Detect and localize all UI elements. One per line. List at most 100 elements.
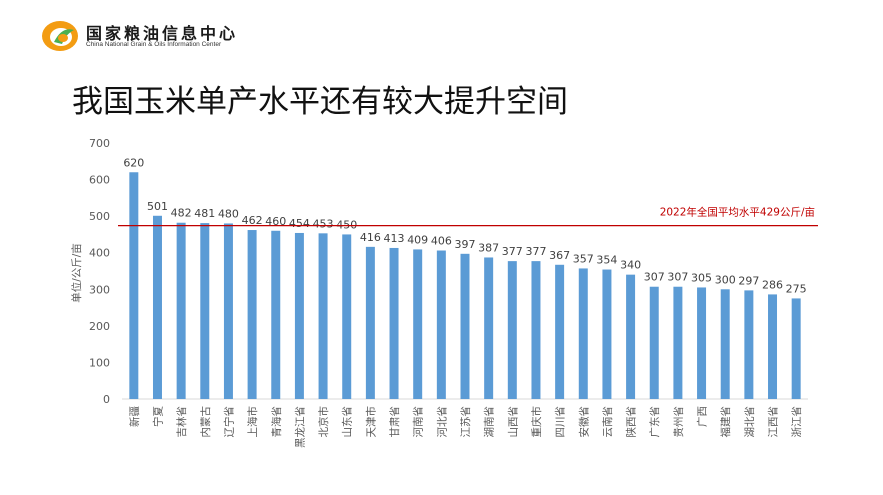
data-label: 450	[336, 218, 357, 231]
data-label: 413	[384, 232, 405, 245]
bar	[365, 246, 375, 399]
category-label: 河南省	[412, 406, 425, 438]
logo: 国家粮油信息中心 China National Grain & Oils Inf…	[40, 18, 270, 54]
category-label: 福建省	[719, 406, 732, 438]
data-label: 297	[738, 274, 759, 287]
y-tick-label: 700	[89, 137, 110, 150]
category-label: 吉林省	[175, 406, 188, 438]
category-label: 黑龙江省	[293, 406, 306, 448]
bar	[413, 249, 423, 399]
category-label: 北京市	[317, 406, 330, 438]
data-label: 354	[596, 254, 617, 267]
bar	[129, 172, 139, 399]
category-label: 辽宁省	[222, 406, 235, 438]
category-label: 安徽省	[577, 406, 590, 438]
category-label: 陕西省	[625, 406, 638, 438]
y-axis-label: 单位/公斤/亩	[70, 243, 83, 303]
bar	[247, 230, 257, 399]
bar	[720, 289, 730, 399]
y-tick-label: 500	[89, 210, 110, 223]
bar	[673, 286, 683, 399]
data-label: 397	[455, 238, 476, 251]
bar	[318, 233, 328, 399]
category-label: 四川省	[554, 406, 567, 438]
bar	[791, 298, 801, 399]
category-label: 宁夏	[151, 406, 164, 427]
data-label: 286	[762, 278, 783, 291]
category-label: 贵州省	[672, 406, 685, 438]
y-tick-label: 200	[89, 320, 110, 333]
category-label: 山西省	[506, 406, 519, 438]
category-label: 河北省	[435, 406, 448, 438]
data-label: 482	[171, 207, 192, 220]
bar	[389, 247, 399, 399]
bar	[768, 294, 778, 399]
logo-swirl-icon	[42, 21, 78, 51]
data-label: 275	[786, 282, 807, 295]
category-label: 内蒙古	[199, 406, 212, 438]
data-label: 377	[502, 245, 523, 258]
y-tick-label: 300	[89, 283, 110, 296]
data-label: 416	[360, 231, 381, 244]
data-label: 367	[549, 249, 570, 262]
data-label: 307	[644, 271, 665, 284]
bar	[649, 286, 659, 399]
bar	[152, 215, 162, 399]
category-label: 广东省	[648, 406, 661, 438]
category-label: 江苏省	[459, 406, 472, 438]
bar	[744, 290, 754, 399]
data-label: 480	[218, 207, 239, 220]
category-label: 上海市	[246, 406, 259, 438]
logo-english-name: China National Grain & Oils Information …	[86, 41, 222, 48]
data-label: 305	[691, 271, 712, 284]
bar	[200, 223, 210, 399]
data-label: 620	[123, 156, 144, 169]
category-label: 甘肃省	[388, 406, 401, 438]
category-label: 重庆市	[530, 406, 543, 438]
category-label: 广西	[697, 406, 709, 427]
bar	[626, 274, 636, 399]
y-tick-label: 0	[103, 393, 110, 406]
bar	[223, 223, 233, 399]
y-tick-label: 400	[89, 247, 110, 260]
data-label: 409	[407, 233, 428, 246]
category-label: 山东省	[341, 406, 354, 438]
category-label: 新疆	[128, 406, 141, 427]
logo-chinese-name: 国家粮油信息中心	[86, 24, 239, 43]
data-label: 462	[242, 214, 263, 227]
bar	[176, 222, 186, 399]
category-label: 天津市	[364, 406, 377, 438]
slide-title: 我国玉米单产水平还有较大提升空间	[72, 84, 568, 120]
data-label: 300	[715, 273, 736, 286]
category-label: 湖南省	[483, 406, 496, 438]
data-label: 481	[194, 207, 215, 220]
category-label: 云南省	[601, 406, 614, 438]
bar	[697, 287, 707, 399]
bar	[436, 250, 446, 399]
bar	[271, 230, 281, 399]
bar	[602, 269, 612, 399]
category-label: 江西省	[767, 406, 780, 438]
bar	[294, 232, 304, 399]
y-tick-label: 600	[89, 174, 110, 187]
category-label: 湖北省	[743, 406, 756, 438]
data-label: 357	[573, 252, 594, 265]
bar	[460, 253, 470, 399]
bar	[507, 261, 517, 399]
data-label: 501	[147, 200, 168, 213]
bar	[342, 234, 352, 399]
data-label: 406	[431, 235, 452, 248]
data-label: 377	[525, 245, 546, 258]
bar	[555, 264, 565, 399]
data-label: 453	[313, 217, 334, 230]
y-tick-label: 100	[89, 356, 110, 369]
category-label: 浙江省	[790, 406, 803, 438]
bar	[578, 268, 588, 399]
bar	[484, 257, 494, 399]
bar	[531, 261, 541, 399]
category-label: 青海省	[270, 406, 283, 438]
data-label: 460	[265, 215, 286, 228]
data-label: 454	[289, 217, 310, 230]
data-label: 387	[478, 241, 499, 254]
